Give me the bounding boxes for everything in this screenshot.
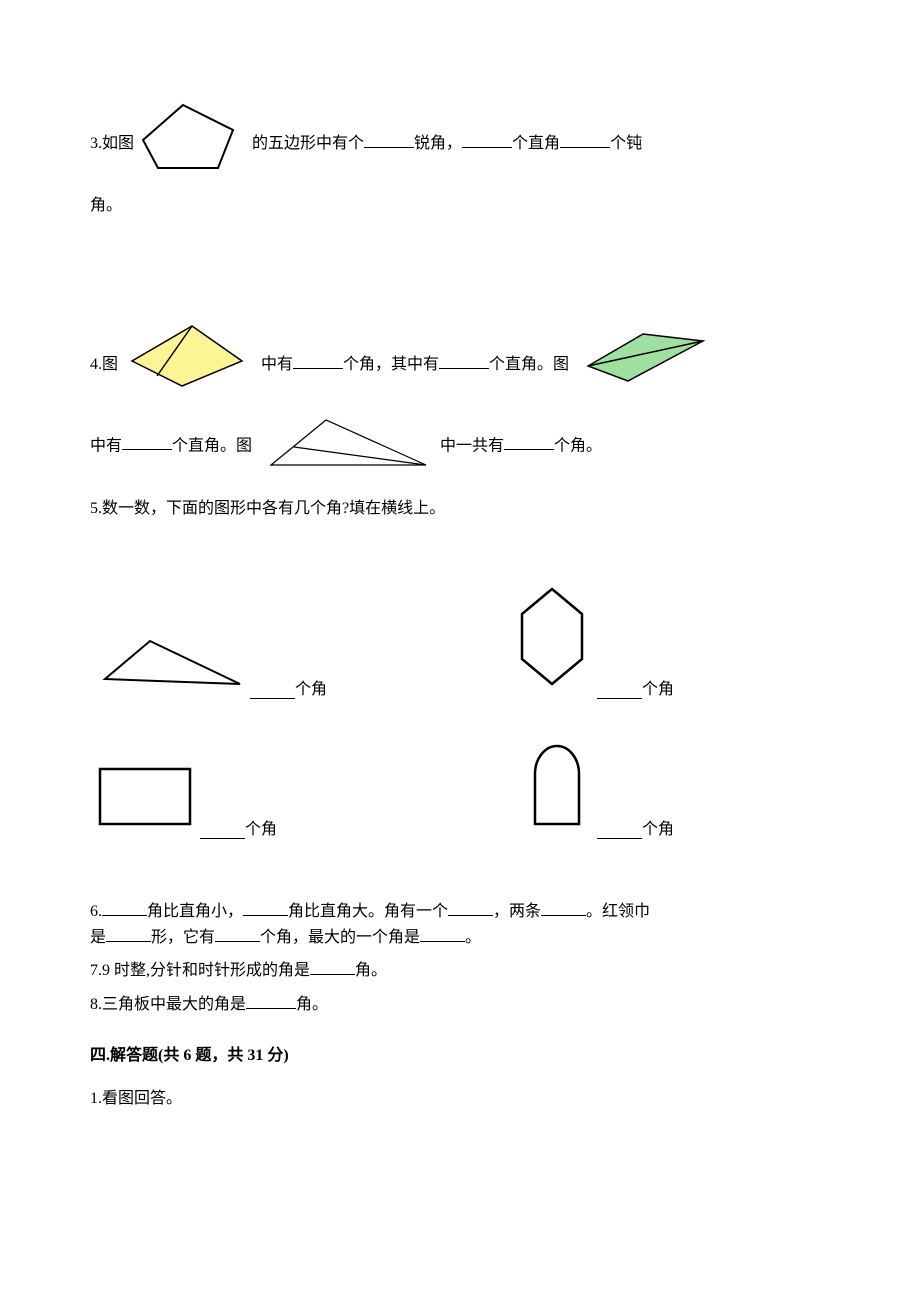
q6-b1: [102, 899, 147, 916]
q5-row2: 个角 个角: [90, 739, 830, 839]
q5-arch: [517, 739, 597, 839]
q5-triangle-cell: 个角: [90, 629, 327, 699]
q4-shape1: [122, 321, 257, 409]
q3-after: 的五边形中有个: [252, 135, 364, 152]
q6-p2: 角比直角小，: [147, 903, 243, 920]
q4-l2a: 中有: [90, 437, 122, 454]
q4-l2d: 个角。: [554, 437, 602, 454]
q4-l2b: 个直角。图: [172, 437, 252, 454]
q5-blank4: [597, 822, 642, 839]
q4-shape3: [256, 410, 436, 483]
q7-b1: [310, 958, 355, 975]
question-8: 8.三角板中最大的角是 角。: [90, 992, 830, 1018]
q6-l2d: 。: [465, 929, 481, 946]
q4-blank4: [504, 433, 554, 450]
q6-b5: [106, 925, 151, 942]
q4-shape2: [573, 326, 713, 404]
q7-p1: 7.9 时整,分针和时针形成的角是: [90, 962, 310, 979]
q6-p5: 。红领巾: [586, 903, 650, 920]
q5-arch-cell: 个角: [517, 739, 674, 839]
q6-l2b: 形，它有: [151, 929, 215, 946]
q6-l2a: 是: [90, 929, 106, 946]
q7-p2: 角。: [355, 962, 387, 979]
q5-blank3: [200, 822, 245, 839]
q6-b4: [541, 899, 586, 916]
q6-p4: ，两条: [493, 903, 541, 920]
q5-row1: 个角 个角: [90, 584, 830, 699]
q5-label4: 个角: [642, 815, 674, 839]
q3-t3: 个钝: [610, 135, 642, 152]
q6-b6: [215, 925, 260, 942]
q6-b7: [420, 925, 465, 942]
question-4: 4.图 中有个角，其中有个直角。图 中有个直角。图 中一共有个角。: [90, 321, 830, 482]
section-4-title: 四.解答题(共 6 题，共 31 分): [90, 1041, 830, 1065]
section-4-q1: 1.看图回答。: [90, 1081, 830, 1116]
q6-b2: [243, 899, 288, 916]
q3-prefix: 3.如图: [90, 135, 134, 152]
q4-blank1: [293, 352, 343, 369]
q4-t3: 个直角。图: [489, 356, 569, 373]
q5-blank1: [250, 682, 295, 699]
q4-blank3: [122, 433, 172, 450]
q4-t1: 中有: [261, 356, 293, 373]
q4-blank2: [439, 352, 489, 369]
q5-triangle: [90, 629, 250, 699]
q5-rect: [90, 759, 200, 839]
question-6: 6. 角比直角小， 角比直角大。角有一个 ，两条 。红领巾 是 形，它有 个角，最大的一个角…: [90, 899, 830, 950]
q3-line2: 角。: [90, 188, 830, 223]
q5-hexagon-cell: 个角: [507, 584, 674, 699]
q3-t1: 锐角，: [414, 135, 462, 152]
q8-p2: 角。: [296, 996, 328, 1013]
q4-l2c: 中一共有: [440, 437, 504, 454]
q4-t2: 个角，其中有: [343, 356, 439, 373]
q5-text: 5.数一数，下面的图形中各有几个角?填在横线上。: [90, 500, 445, 517]
q3-blank2: [462, 131, 512, 148]
q3-pentagon: [138, 100, 248, 188]
q5-label1: 个角: [295, 675, 327, 699]
q6-p1: 6.: [90, 903, 102, 920]
question-5: 5.数一数，下面的图形中各有几个角?填在横线上。: [90, 491, 830, 526]
q5-rect-cell: 个角: [90, 759, 277, 839]
q5-label3: 个角: [245, 815, 277, 839]
q3-t2: 个直角: [512, 135, 560, 152]
q5-blank2: [597, 682, 642, 699]
q6-p3: 角比直角大。角有一个: [288, 903, 448, 920]
q3-blank1: [364, 131, 414, 148]
q8-b1: [246, 992, 296, 1009]
q5-label2: 个角: [642, 675, 674, 699]
q5-hexagon: [507, 584, 597, 699]
question-3: 3.如图 的五边形中有个 锐角， 个直角 个钝 角。: [90, 100, 830, 223]
q3-blank3: [560, 131, 610, 148]
q6-b3: [448, 899, 493, 916]
q4-prefix: 4.图: [90, 356, 118, 373]
q8-p1: 8.三角板中最大的角是: [90, 996, 246, 1013]
question-7: 7.9 时整,分针和时针形成的角是 角。: [90, 958, 830, 984]
q6-l2c: 个角，最大的一个角是: [260, 929, 420, 946]
